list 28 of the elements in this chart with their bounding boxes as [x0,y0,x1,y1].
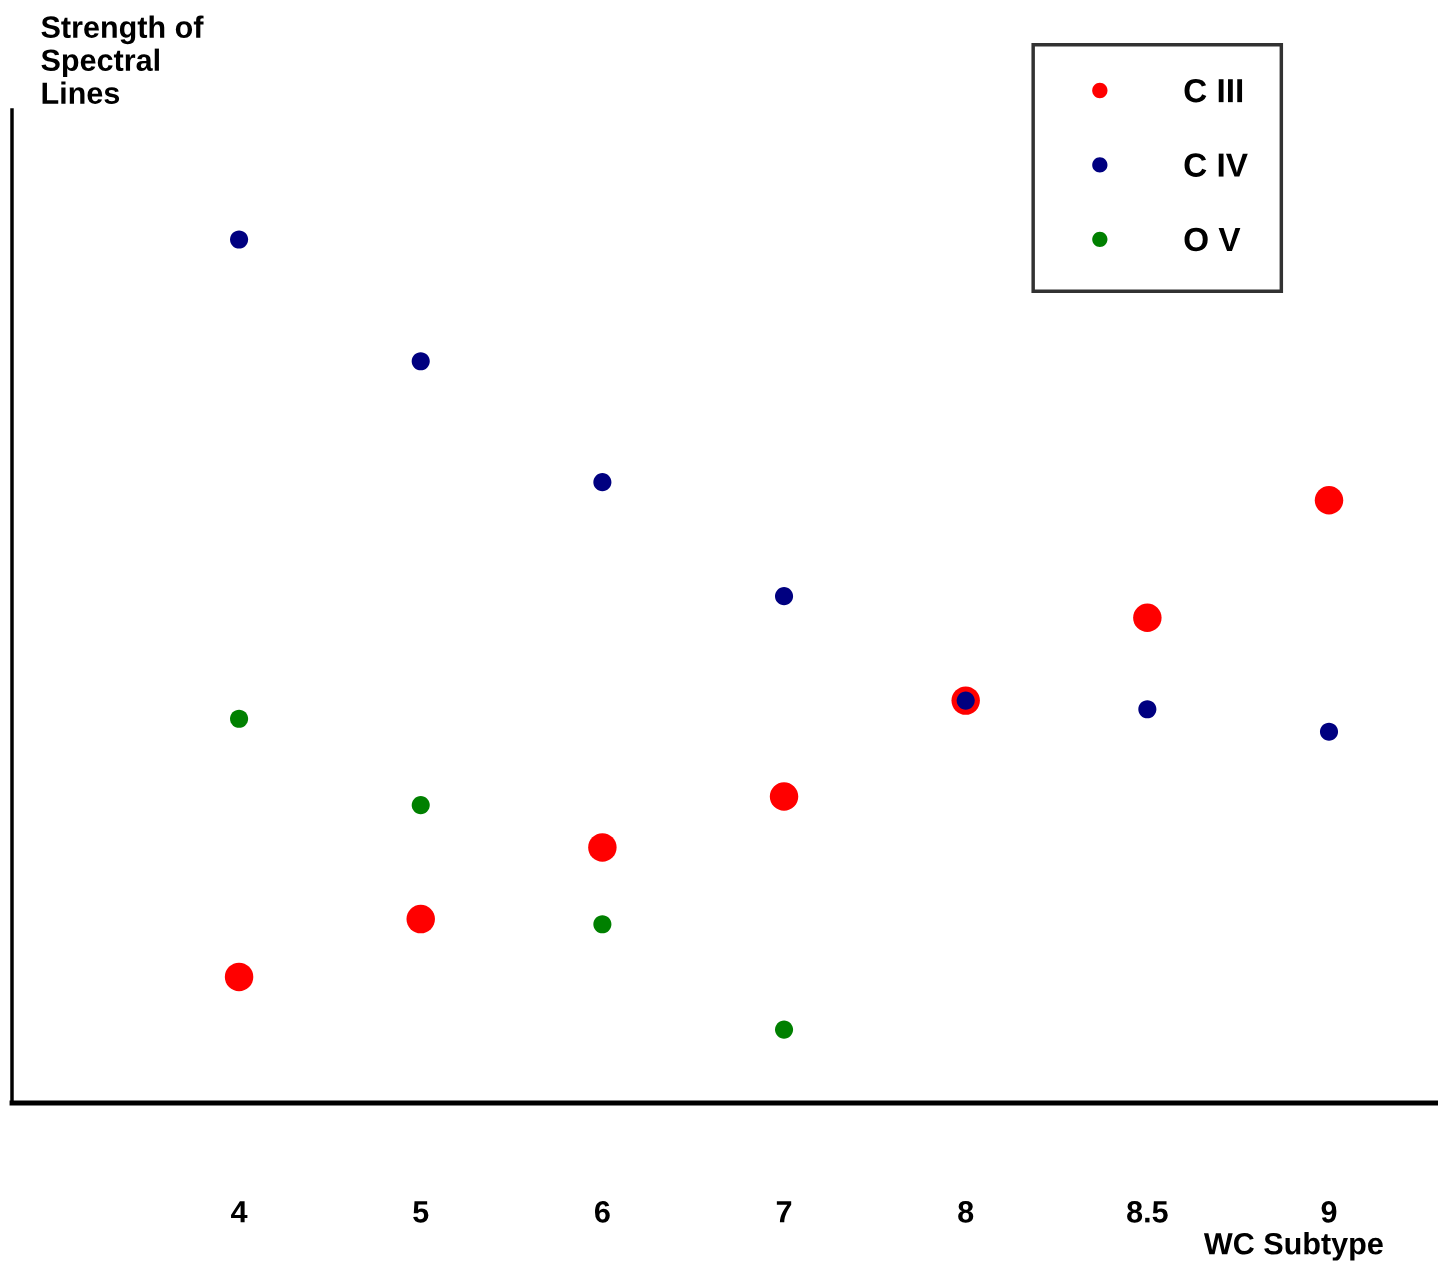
point [411,352,430,371]
x-axis-title: WC Subtype [1203,1232,1383,1261]
x-tick-label: 7 [776,1201,792,1223]
point [588,833,617,862]
point [406,904,435,934]
point [230,709,249,728]
point [1138,700,1157,719]
legend-label: O V [1184,227,1241,252]
point [1319,722,1339,741]
point [230,230,249,249]
x-tick-label: 4 [231,1201,248,1223]
point [224,962,254,992]
legend-label: C III [1184,78,1243,103]
point [1314,486,1344,515]
point [769,782,799,811]
y-axis-title: Strength of Spectral Lines [41,15,204,104]
x-tick-label: 5 [413,1201,429,1223]
legend-label: C IV [1184,153,1248,177]
point [593,915,612,934]
point [1133,603,1162,632]
x-tick-label: 8 [958,1201,974,1223]
point [593,473,612,492]
x-tick-label: 6 [595,1201,610,1223]
point [774,587,794,606]
point [774,1020,794,1039]
point [411,796,430,815]
x-tick-label: 8.5 [1127,1201,1168,1223]
x-tick-label: 9 [1321,1201,1337,1223]
